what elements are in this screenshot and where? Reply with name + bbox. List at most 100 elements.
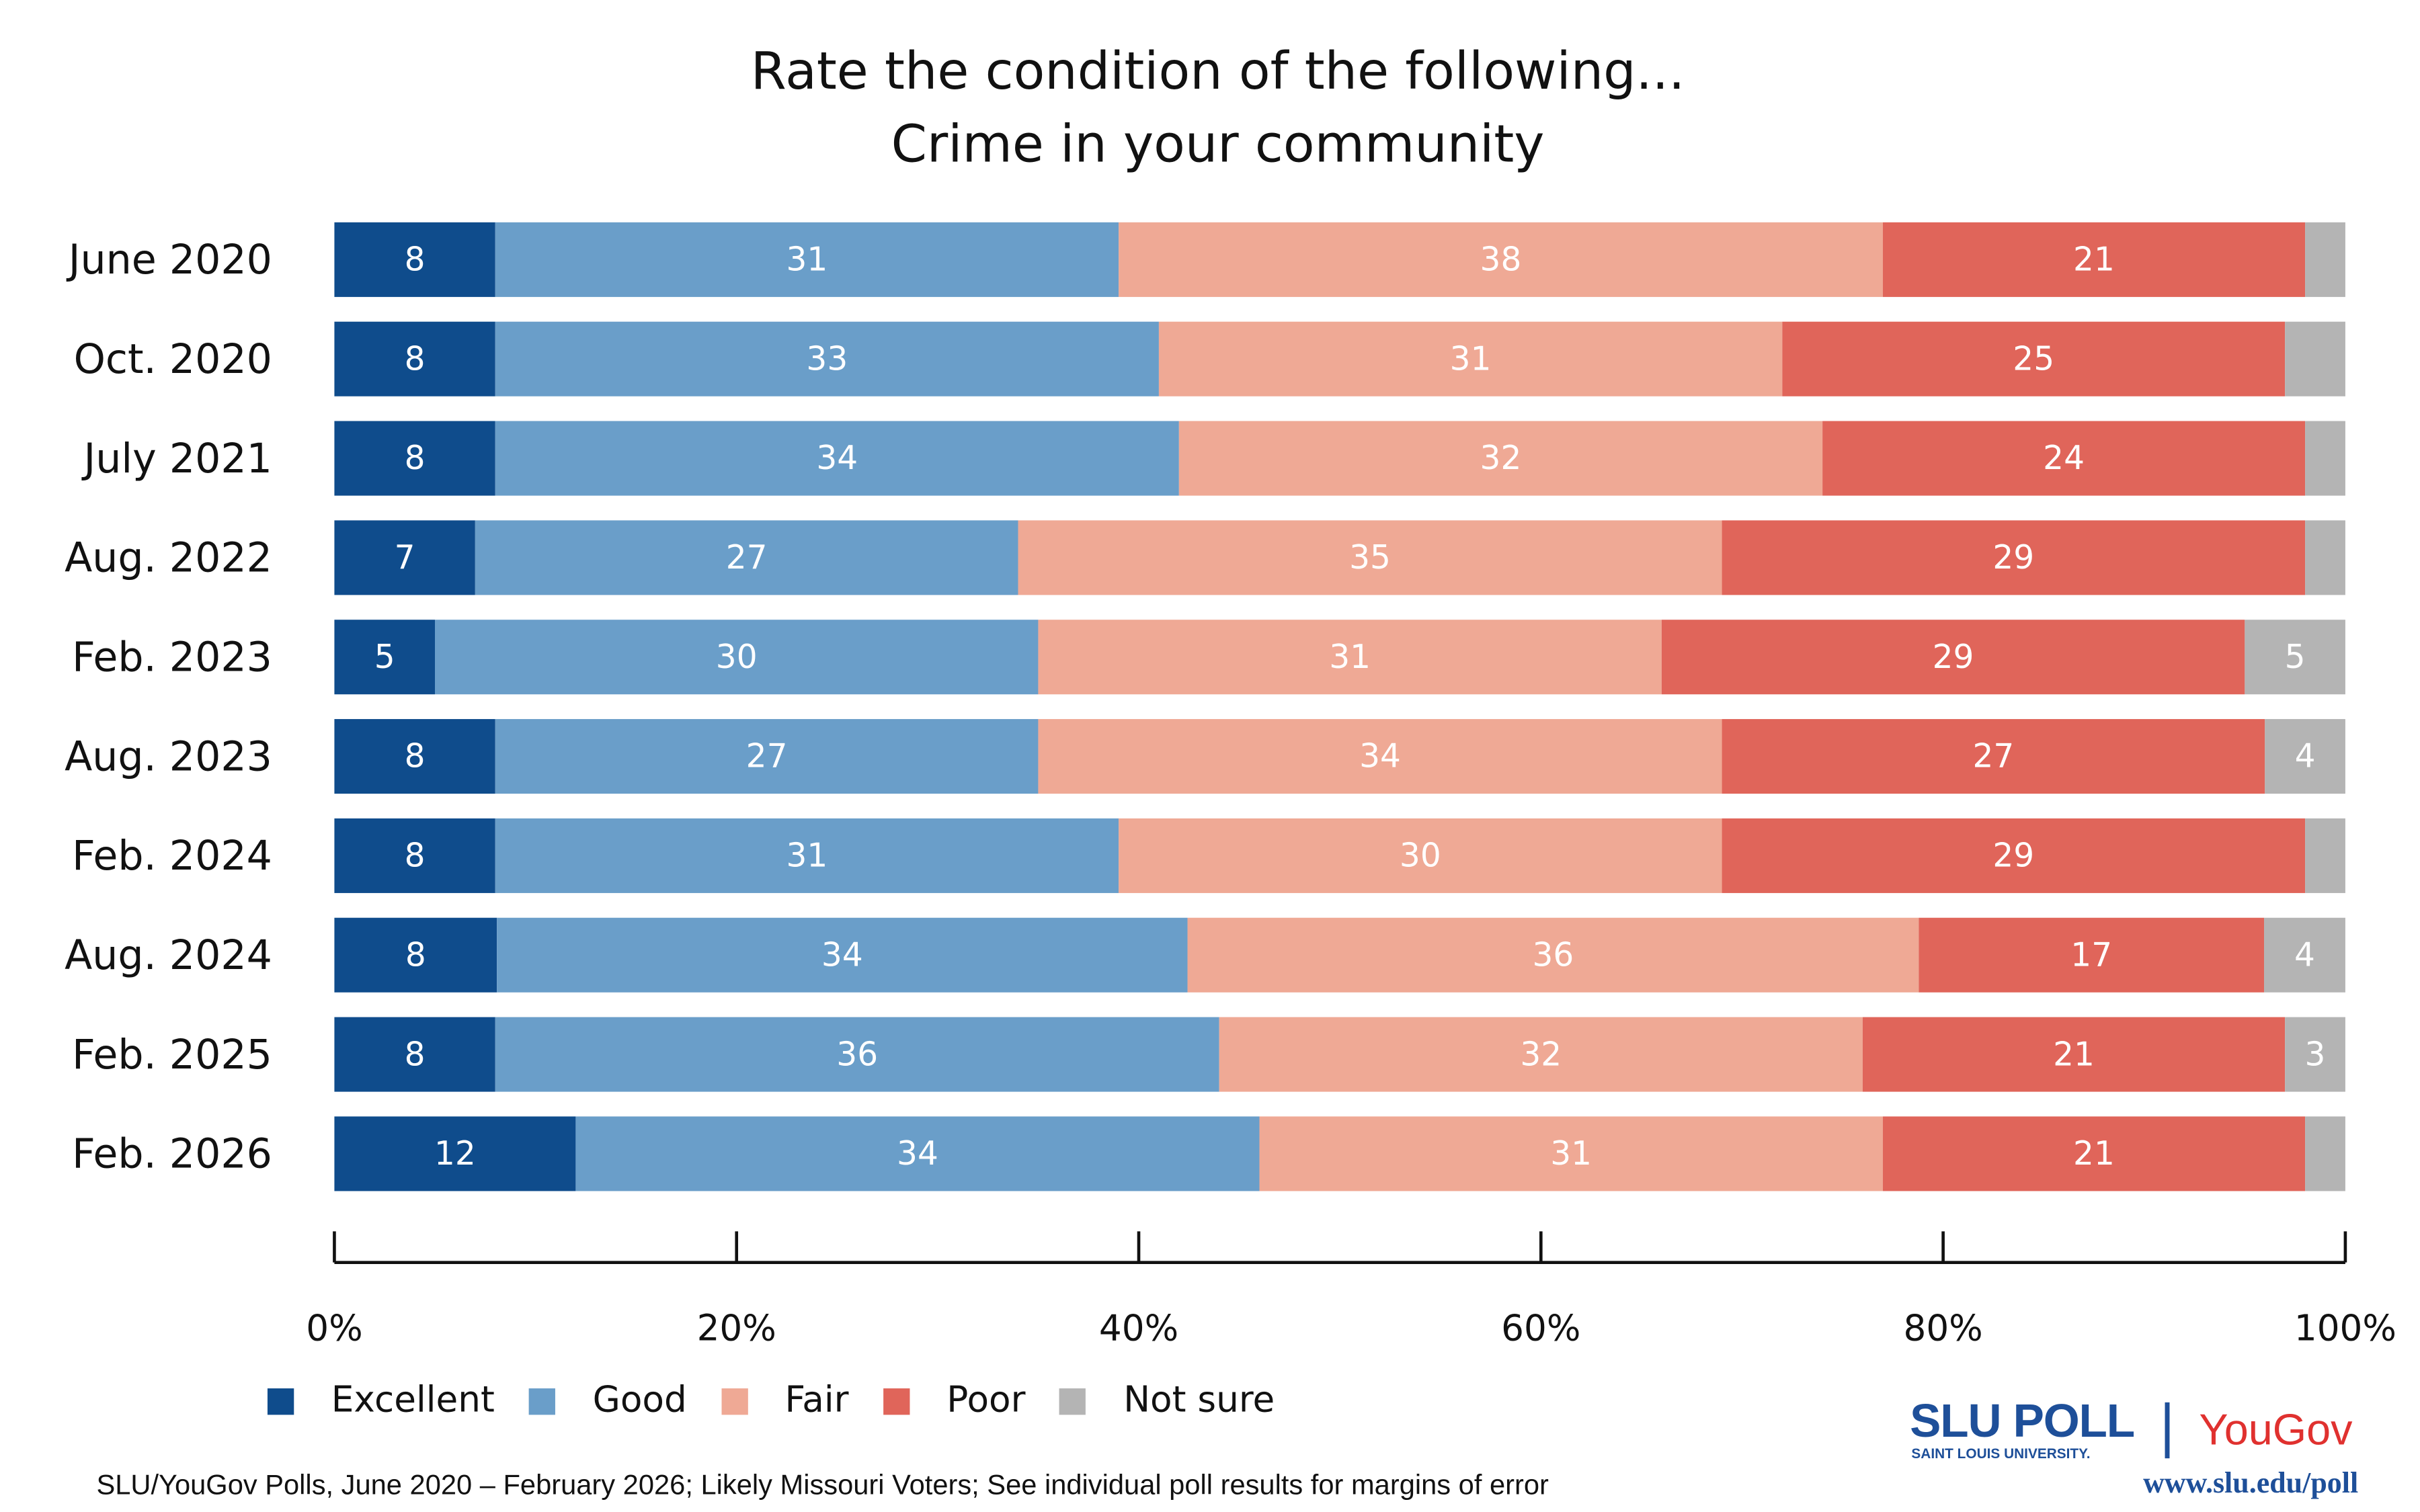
legend-label: Poor bbox=[946, 1380, 1026, 1421]
bar-segment-poor bbox=[1919, 917, 2265, 993]
poll-url: www.slu.edu/poll bbox=[2143, 1468, 2359, 1501]
bar-segment-good bbox=[434, 620, 1039, 695]
data-label: 31 bbox=[1450, 340, 1492, 378]
chart-title: Rate the condition of the following... bbox=[750, 40, 1685, 101]
data-label: 36 bbox=[836, 1036, 878, 1073]
data-label: 21 bbox=[2073, 1135, 2115, 1173]
bar-segment-poor bbox=[1882, 222, 2306, 297]
data-label: 34 bbox=[1359, 738, 1401, 775]
row-label: June 2020 bbox=[66, 237, 272, 284]
bar-segment-fair bbox=[1259, 1116, 1883, 1191]
data-label: 31 bbox=[787, 837, 828, 875]
bar-segment-fair bbox=[1018, 520, 1722, 595]
data-label: 31 bbox=[1329, 638, 1371, 676]
row-label: Feb. 2026 bbox=[72, 1131, 272, 1178]
data-label: 8 bbox=[405, 241, 426, 279]
legend: Excellent Good Fair Poor Not sure bbox=[267, 1380, 1309, 1421]
data-label: 31 bbox=[787, 241, 828, 279]
bar-segment-good bbox=[495, 818, 1119, 893]
legend-item: Poor bbox=[883, 1380, 1025, 1421]
bar-segment-excellent bbox=[334, 520, 475, 595]
bar-segment-excellent bbox=[334, 1116, 576, 1191]
logo-divider bbox=[2165, 1402, 2170, 1459]
bar-segment-good bbox=[497, 917, 1188, 993]
bar-segment-excellent bbox=[334, 222, 495, 297]
data-label: 25 bbox=[2013, 340, 2054, 378]
data-label: 5 bbox=[374, 638, 395, 676]
row-label: Aug. 2023 bbox=[65, 733, 272, 780]
data-label: 33 bbox=[806, 340, 848, 378]
bar-segment-not-sure bbox=[2305, 421, 2345, 496]
data-label: 24 bbox=[2043, 439, 2085, 477]
bar-segment-fair bbox=[1219, 1017, 1863, 1092]
row-label: Feb. 2023 bbox=[72, 634, 272, 681]
data-label: 4 bbox=[2294, 936, 2315, 974]
legend-item: Excellent bbox=[267, 1380, 495, 1421]
row-label: July 2021 bbox=[81, 435, 272, 482]
data-label: 12 bbox=[434, 1135, 476, 1173]
data-label: 17 bbox=[2070, 936, 2112, 974]
chart-subtitle: Crime in your community bbox=[891, 113, 1545, 175]
data-label: 32 bbox=[1480, 439, 1522, 477]
x-tick-label: 80% bbox=[1903, 1307, 1982, 1349]
bar-segment-poor bbox=[1661, 620, 2245, 695]
bar-segment-good bbox=[495, 719, 1039, 794]
bar-segment-not-sure bbox=[2305, 818, 2345, 893]
bar-segment-poor bbox=[1882, 1116, 2306, 1191]
x-tick-label: 40% bbox=[1099, 1307, 1178, 1349]
data-label: 5 bbox=[2285, 638, 2306, 676]
data-label: 8 bbox=[405, 738, 426, 775]
yougov-logo: YouGov bbox=[2199, 1405, 2353, 1454]
data-label: 8 bbox=[405, 837, 426, 875]
data-label: 31 bbox=[1550, 1135, 1592, 1173]
bar-segment-poor bbox=[1862, 1017, 2286, 1092]
data-label: 29 bbox=[1992, 837, 2034, 875]
data-label: 7 bbox=[395, 539, 415, 577]
bar-segment-good bbox=[475, 520, 1018, 595]
bar-segment-fair bbox=[1119, 818, 1722, 893]
legend-swatch bbox=[267, 1387, 294, 1415]
data-label: 34 bbox=[816, 439, 858, 477]
x-tick-label: 60% bbox=[1501, 1307, 1580, 1349]
data-label: 8 bbox=[405, 439, 426, 477]
data-label: 34 bbox=[897, 1135, 938, 1173]
data-label: 8 bbox=[405, 1036, 426, 1073]
bar-segment-poor bbox=[1822, 421, 2306, 496]
legend-swatch bbox=[721, 1387, 748, 1415]
bar-segment-good bbox=[495, 222, 1119, 297]
row-label: Aug. 2022 bbox=[65, 535, 272, 582]
bar-segment-good bbox=[495, 321, 1159, 396]
slu-university-text: SAINT LOUIS UNIVERSITY. bbox=[1911, 1445, 2091, 1462]
bar-segment-good bbox=[495, 421, 1179, 496]
legend-swatch bbox=[1059, 1387, 1086, 1415]
bar-segment-excellent bbox=[334, 321, 495, 396]
bar-segment-not-sure bbox=[2305, 520, 2345, 595]
data-label: 27 bbox=[1972, 738, 2014, 775]
legend-label: Good bbox=[592, 1380, 687, 1421]
bar-segment-excellent bbox=[334, 1017, 495, 1092]
legend-label: Not sure bbox=[1123, 1380, 1275, 1421]
bar-segment-fair bbox=[1187, 917, 1919, 993]
legend-label: Fair bbox=[784, 1380, 849, 1421]
legend-item: Fair bbox=[721, 1380, 849, 1421]
row-label: Aug. 2024 bbox=[65, 932, 272, 979]
data-label: 21 bbox=[2053, 1036, 2095, 1073]
bar-segment-excellent bbox=[334, 719, 495, 794]
bar-segment-poor bbox=[1722, 818, 2306, 893]
bar-segment-fair bbox=[1119, 222, 1883, 297]
row-label: Oct. 2020 bbox=[74, 336, 272, 383]
x-tick-label: 20% bbox=[697, 1307, 776, 1349]
data-label: 21 bbox=[2073, 241, 2115, 279]
data-label: 3 bbox=[2305, 1036, 2326, 1073]
bar-segment-fair bbox=[1178, 421, 1823, 496]
legend-swatch bbox=[883, 1387, 910, 1415]
data-label: 29 bbox=[1933, 638, 1974, 676]
data-label: 8 bbox=[405, 340, 426, 378]
bar-segment-poor bbox=[1722, 520, 2306, 595]
bar-segment-not-sure bbox=[2265, 719, 2345, 794]
footer-note: SLU/YouGov Polls, June 2020 – February 2… bbox=[96, 1469, 1549, 1501]
legend-label: Excellent bbox=[331, 1380, 495, 1421]
data-label: 34 bbox=[821, 936, 863, 974]
data-label: 30 bbox=[1400, 837, 1441, 875]
